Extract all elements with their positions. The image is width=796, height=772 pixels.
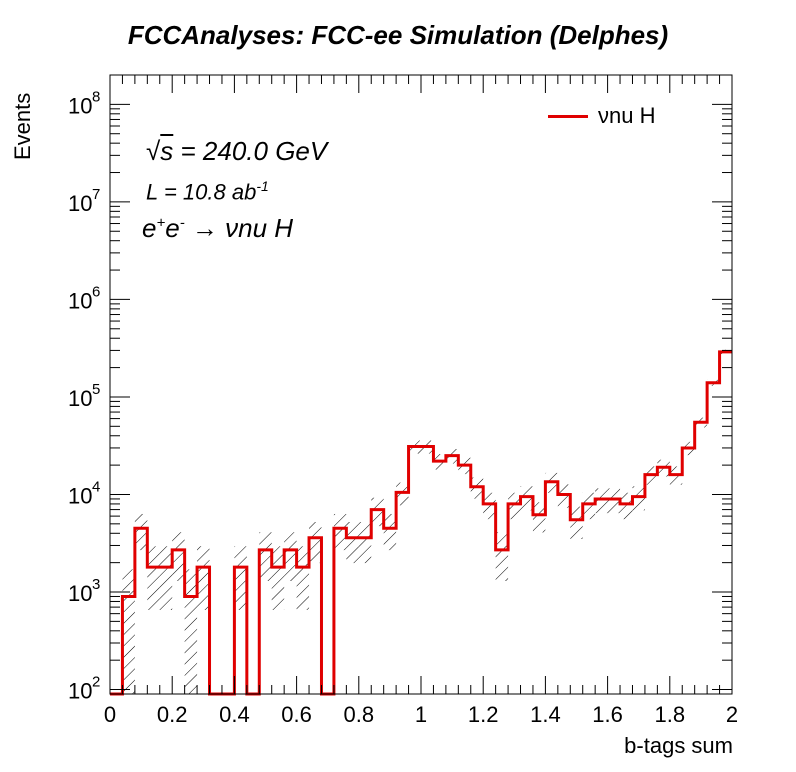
process-annotation: e+e- → νnu H <box>142 213 293 244</box>
y-tick-exponent: 5 <box>92 381 100 398</box>
error-band-bin <box>172 532 185 581</box>
y-tick-label: 10 <box>68 288 92 313</box>
error-band-bin <box>147 546 160 610</box>
luminosity-annotation: L = 10.8 ab-1 <box>146 178 269 205</box>
process-arrow: → <box>184 213 226 243</box>
error-band-bin <box>520 486 533 511</box>
legend-label: νnu H <box>598 103 656 128</box>
error-band-bin <box>234 546 247 610</box>
process-e1: e <box>142 213 157 243</box>
lumi-text: L = 10.8 ab <box>146 179 257 205</box>
x-tick-label: 0.6 <box>281 702 312 727</box>
y-tick-exponent: 2 <box>92 674 100 691</box>
error-band-bin <box>532 502 546 533</box>
y-tick-label: 10 <box>68 386 92 411</box>
error-band-bin <box>296 546 310 610</box>
y-tick-label: 10 <box>68 93 92 118</box>
error-band-bin <box>483 492 496 520</box>
error-band-bin <box>284 532 297 581</box>
axis-ticks: 0 0.2 0.4 0.6 0.8 1 1.2 1.4 1.6 1.8 210 210 310 410 51… <box>68 74 738 727</box>
y-tick-exponent: 7 <box>92 186 100 203</box>
y-tick-label: 10 <box>68 191 92 216</box>
x-tick-label: 1.6 <box>592 702 623 727</box>
chart-title: FCCAnalyses: FCC-ee Simulation (Delphes) <box>127 20 669 50</box>
error-band-bin <box>570 506 583 539</box>
y-tick-label: 10 <box>68 581 92 606</box>
error-band-bin <box>333 513 347 551</box>
error-band-bin <box>197 546 210 610</box>
error-band-bin <box>159 546 173 610</box>
legend-line-swatch <box>548 114 588 118</box>
y-tick-label: 10 <box>68 483 92 508</box>
error-band-bin <box>346 522 359 564</box>
y-tick-exponent: 4 <box>92 478 100 495</box>
error-band-bin <box>607 488 621 514</box>
error-band-bin <box>557 484 571 508</box>
error-band-bin <box>595 488 608 514</box>
histogram-series <box>110 350 732 696</box>
x-tick-label: 2 <box>726 702 738 727</box>
process-minus: - <box>179 214 185 232</box>
error-band-bin <box>122 569 135 694</box>
x-tick-label: 0.8 <box>344 702 375 727</box>
x-tick-label: 1.4 <box>530 702 561 727</box>
error-band-bin <box>508 492 521 520</box>
error-band-bin <box>632 486 645 511</box>
x-tick-label: 0 <box>104 702 116 727</box>
process-e2: e <box>165 213 180 243</box>
error-band-bin <box>371 497 384 527</box>
error-band-bin <box>309 522 322 564</box>
y-tick-exponent: 8 <box>92 88 100 105</box>
error-band-bin <box>184 569 198 694</box>
y-tick-exponent: 3 <box>92 576 100 593</box>
error-band-bin <box>134 513 148 551</box>
legend: νnu H <box>548 103 655 129</box>
error-band-bin <box>582 492 596 520</box>
y-tick-exponent: 6 <box>92 283 100 300</box>
error-band-bin <box>383 513 397 551</box>
x-tick-label: 1.2 <box>468 702 499 727</box>
lumi-exponent: -1 <box>256 178 269 194</box>
process-plus: + <box>156 214 166 232</box>
uncertainty-band <box>122 349 732 694</box>
sqrt-s-annotation: √s = 240.0 GeV <box>146 136 328 166</box>
histogram-step-line <box>110 350 732 696</box>
process-final: νnu H <box>225 213 294 243</box>
error-band-bin <box>620 492 633 520</box>
error-band-bin <box>396 482 409 506</box>
energy-text: = 240.0 GeV <box>173 136 328 166</box>
error-band-bin <box>358 522 372 564</box>
x-tick-label: 0.2 <box>157 702 188 727</box>
error-band-bin <box>495 532 509 581</box>
x-tick-label: 1.8 <box>655 702 686 727</box>
y-tick-label: 10 <box>68 679 92 704</box>
error-band-bin <box>259 532 272 581</box>
x-tick-label: 1 <box>415 702 427 727</box>
error-band-bin <box>271 546 285 610</box>
x-tick-label: 0.4 <box>219 702 250 727</box>
sqrt-s-symbol: s <box>160 136 174 166</box>
x-axis-label: b-tags sum <box>624 733 733 758</box>
